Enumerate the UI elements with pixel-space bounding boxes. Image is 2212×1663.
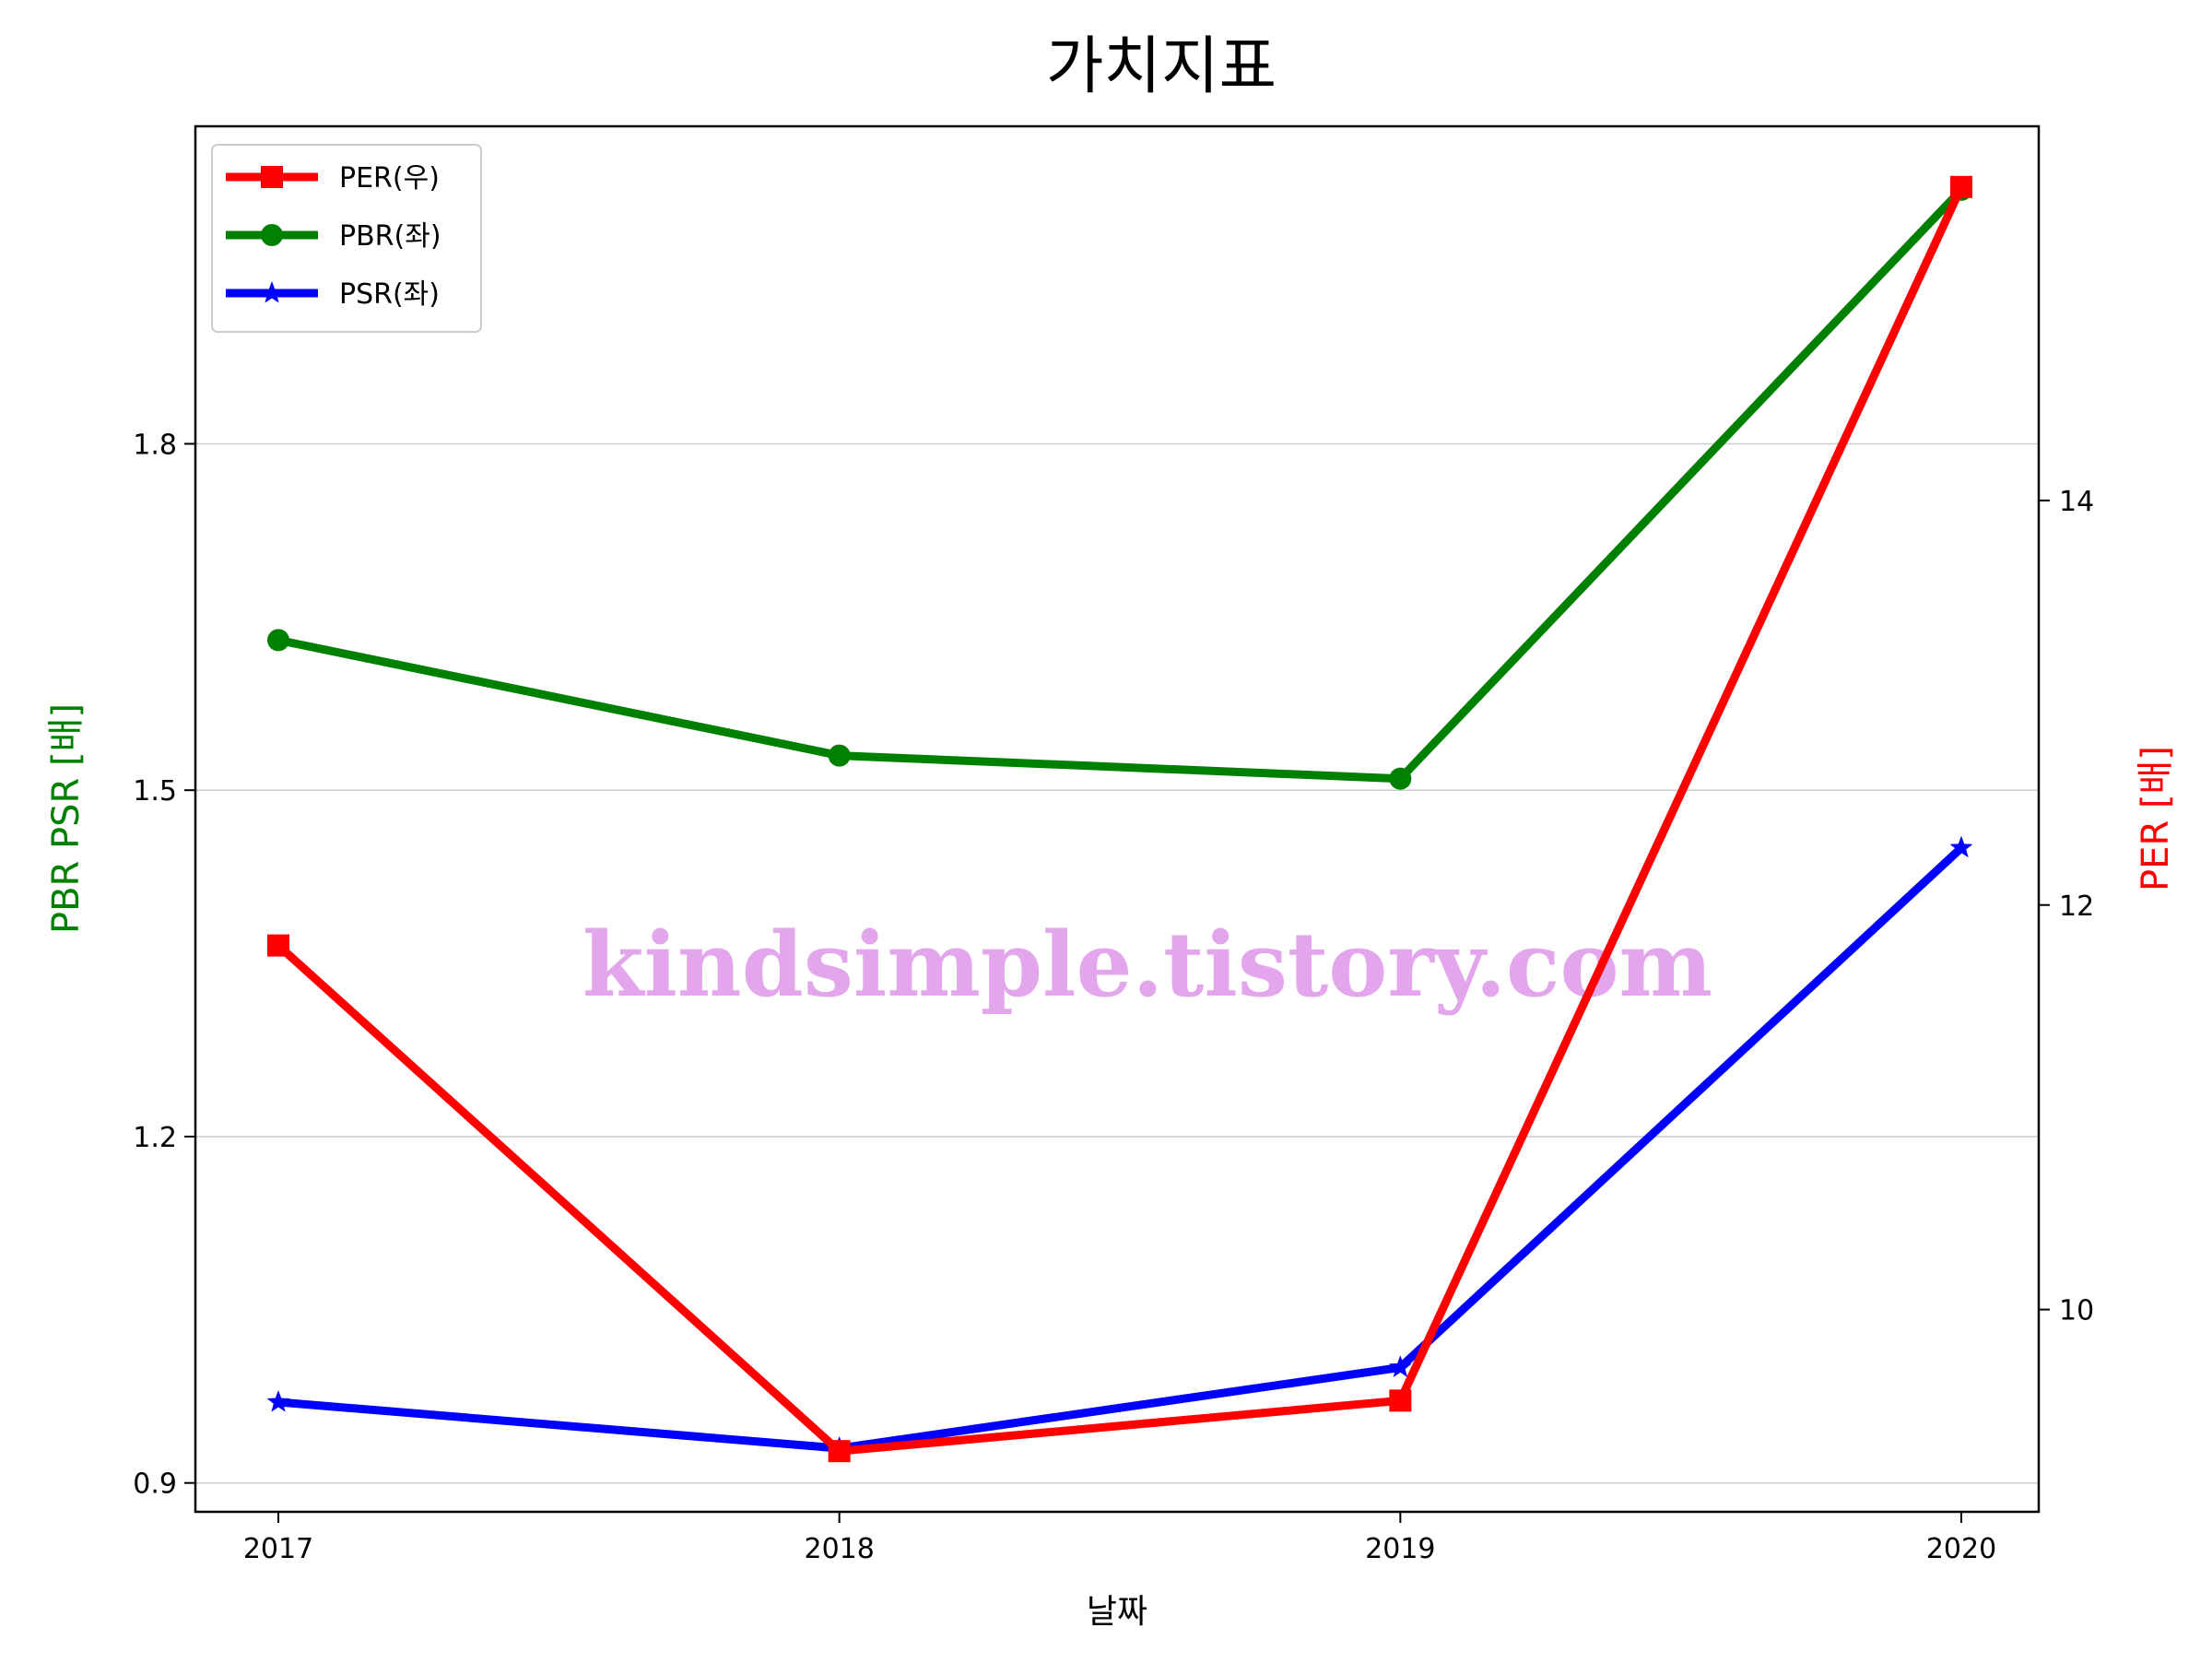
y-right-tick-label: 10 bbox=[2059, 1295, 2094, 1327]
grid-layer bbox=[195, 442, 2039, 1484]
data-point bbox=[1389, 1355, 1412, 1377]
data-point bbox=[1389, 767, 1412, 790]
y-right-tick-label: 12 bbox=[2059, 890, 2094, 923]
y-left-tick-label: 1.2 bbox=[133, 1122, 177, 1154]
data-point bbox=[267, 934, 289, 957]
x-axis-label: 날짜 bbox=[1087, 1593, 1147, 1631]
series-layer bbox=[266, 175, 1973, 1463]
plot-frame bbox=[194, 124, 2041, 1514]
x-tick-label: 2017 bbox=[243, 1533, 313, 1565]
series-line bbox=[274, 843, 1966, 1453]
legend-label: PSR(좌) bbox=[339, 278, 440, 311]
data-point bbox=[267, 629, 289, 652]
series-PER(우) bbox=[267, 175, 1973, 1463]
data-point bbox=[1950, 175, 1973, 198]
y-axis-right-label: PER [배] bbox=[2135, 746, 2177, 891]
legend-label: PER(우) bbox=[339, 162, 440, 195]
y-right-tick-label: 14 bbox=[2059, 486, 2094, 518]
data-point bbox=[1949, 835, 1973, 858]
x-tick-label: 2020 bbox=[1926, 1533, 1996, 1565]
series-line bbox=[274, 183, 1966, 1456]
legend-marker bbox=[261, 224, 283, 246]
watermark-text: kindsimple.tistory.com bbox=[582, 913, 1712, 1017]
data-point bbox=[828, 744, 851, 767]
x-tick-label: 2019 bbox=[1365, 1533, 1435, 1565]
chart-title: 가치지표 bbox=[1046, 30, 1277, 103]
series-line bbox=[274, 185, 1966, 784]
y-left-tick-label: 1.8 bbox=[133, 429, 177, 461]
y-axis-left-label: PBR PSR [배] bbox=[45, 703, 88, 934]
x-tick-label: 2018 bbox=[804, 1533, 874, 1565]
data-point bbox=[1389, 1389, 1412, 1412]
legend-label: PBR(좌) bbox=[339, 220, 441, 253]
legend-marker bbox=[261, 166, 283, 188]
legend: PER(우) PBR(좌) PSR(좌) bbox=[211, 144, 482, 333]
watermark-layer: kindsimple.tistory.com bbox=[582, 913, 1712, 1017]
y-left-tick-label: 0.9 bbox=[133, 1468, 177, 1501]
legend-marker bbox=[260, 281, 284, 303]
data-point bbox=[828, 1440, 851, 1463]
axis-layer: 0.9 1.2 1.5 1.8 10 12 14 2017 2018 2019 2020 bbox=[133, 429, 2094, 1565]
legend-box bbox=[211, 144, 482, 333]
data-point bbox=[266, 1390, 290, 1412]
y-left-tick-label: 1.5 bbox=[133, 775, 177, 808]
